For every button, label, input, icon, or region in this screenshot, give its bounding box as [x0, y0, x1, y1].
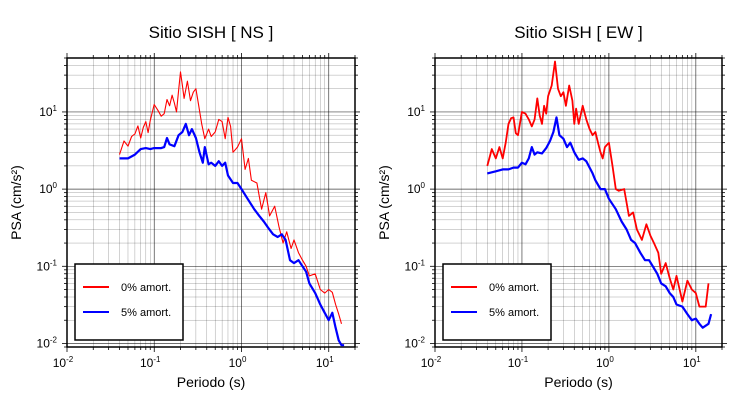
x-tick-label: 101	[316, 355, 334, 370]
ticks	[430, 53, 727, 352]
y-tick-label: 100	[39, 181, 57, 196]
legend-entry: 0% amort.	[489, 282, 539, 294]
y-tick-label: 101	[39, 104, 57, 119]
x-tick-label: 10-1	[140, 355, 161, 370]
plot-frame	[434, 57, 723, 348]
x-tick-label: 10-2	[53, 355, 74, 370]
series-line-damped	[487, 116, 713, 329]
chart-panel-2: 10-2 10-1 100 101 10-2 10-1 100 101 Sitio SISH […	[376, 23, 727, 390]
y-tick-label: 10-2	[405, 335, 426, 350]
x-tick-label: 10-2	[421, 355, 442, 370]
y-tick-label: 10-1	[37, 258, 58, 273]
y-tick-label: 100	[407, 181, 425, 196]
legend-entry: 0% amort.	[121, 282, 171, 294]
x-axis-label: Periodo (s)	[177, 374, 245, 390]
chart-title: Sitio SISH [ NS ]	[149, 23, 274, 42]
y-axis-label: PSA (cm/s²)	[376, 165, 392, 240]
x-tick-label: 100	[596, 355, 614, 370]
x-axis-label: Periodo (s)	[544, 374, 612, 390]
legend-box	[442, 263, 552, 341]
plot-frame	[66, 57, 356, 348]
series-line-undamped	[486, 60, 710, 308]
legend-entry: 5% amort.	[121, 307, 171, 319]
x-tick-label: 100	[229, 355, 247, 370]
legend-entry: 5% amort.	[489, 307, 539, 319]
chart-title: Sitio SISH [ EW ]	[514, 23, 642, 42]
y-axis-label: PSA (cm/s²)	[8, 165, 24, 240]
legend: 0% amort. 5% amort.	[74, 263, 184, 341]
y-tick-label: 10-2	[37, 335, 58, 350]
y-tick-label: 101	[407, 104, 425, 119]
series-line-undamped	[118, 71, 343, 324]
x-tick-label: 101	[683, 355, 701, 370]
x-tick-label: 10-1	[508, 355, 529, 370]
series-line-damped	[119, 122, 345, 347]
legend-box	[74, 263, 184, 341]
ticks	[62, 53, 360, 352]
y-tick-label: 10-1	[405, 258, 426, 273]
legend: 0% amort. 5% amort.	[442, 263, 552, 341]
chart-panel-1: 10-2 10-1 100 101 10-2 10-1 100 101 Sitio SISH […	[8, 23, 360, 390]
